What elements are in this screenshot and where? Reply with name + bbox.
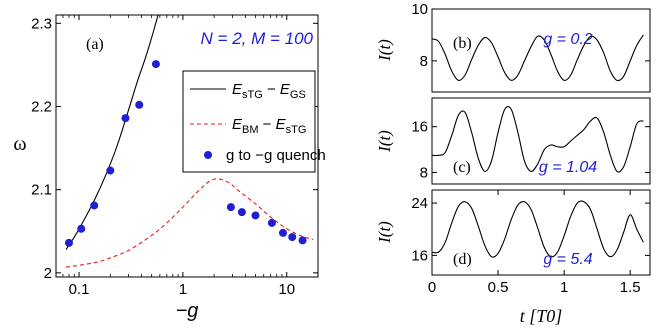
panel-a-xtick-label: 0.1 xyxy=(69,281,90,298)
panel-a-data-point xyxy=(298,236,307,245)
panel-b-annotation: g = 0.2 xyxy=(543,31,592,48)
panel-d-ytick-label: 16 xyxy=(411,247,428,264)
panel-a-data-point xyxy=(288,233,297,242)
panel-a-xtick-label: 1 xyxy=(179,281,187,298)
panel-d-ytick-label: 24 xyxy=(411,195,428,212)
panel-a-ytick-label: 2.2 xyxy=(31,98,52,115)
panel-a-data-point xyxy=(121,114,130,123)
panel-a-ytick-label: 2 xyxy=(44,265,52,282)
panel-a-data-point xyxy=(226,203,235,212)
panel-a-data-point xyxy=(135,100,144,109)
panel-a-ytick-label: 2.3 xyxy=(31,15,52,32)
panel-b-plot-area xyxy=(432,34,644,82)
panel-a-data-point xyxy=(251,211,260,220)
panel-d-series-line-0 xyxy=(432,200,644,258)
panel-d-xtick-label: 0.5 xyxy=(488,279,509,296)
panel-d: 16 24 0 0.5 1 1.5 (d) g = 5.4 I(t) t [T0] xyxy=(375,189,651,326)
legend-label-quench: g to −g quench xyxy=(226,147,326,164)
panel-d-xtick-label: 1.5 xyxy=(620,279,641,296)
panel-a-data-point xyxy=(278,228,287,237)
panel-a-plot-area xyxy=(64,15,314,268)
panel-a-data-point xyxy=(267,218,276,227)
panel-a-ytick-label: 2.1 xyxy=(31,182,52,199)
panel-d-xlabel: t [T0] xyxy=(520,306,563,326)
panel-a-data-point xyxy=(151,60,160,69)
panel-a-label: (a) xyxy=(86,36,104,53)
panel-a-legend: EsTG − EGS EBM − EsTG g to −g quench xyxy=(182,70,326,173)
panel-b-frame xyxy=(431,8,651,93)
legend-marker-quench xyxy=(204,151,212,159)
panel-a-data-point xyxy=(237,208,246,217)
panel-a-data-point xyxy=(106,166,115,175)
panel-d-axes: 16 24 0 0.5 1 1.5 xyxy=(411,190,650,296)
panel-d-frame xyxy=(431,189,651,276)
panel-d-label: (d) xyxy=(453,251,472,268)
panel-c-label: (c) xyxy=(453,159,471,176)
panel-c-ylabel: I(t) xyxy=(375,130,394,153)
panel-a-series-line-1 xyxy=(65,178,314,268)
panel-d-plot-area xyxy=(432,200,644,258)
panel-c-plot-area xyxy=(432,106,644,173)
panel-b-ytick-label: 8 xyxy=(420,53,428,70)
panel-c-axes: 8 16 xyxy=(411,119,650,182)
panel-b-ylabel: I(t) xyxy=(375,39,394,62)
panel-b: 8 10 (b) g = 0.2 I(t) xyxy=(375,1,651,93)
panel-a-xlabel: −g xyxy=(176,300,199,322)
panel-d-annotation: g = 5.4 xyxy=(543,251,592,268)
panel-b-series-line-0 xyxy=(432,34,644,82)
panel-b-label: (b) xyxy=(453,35,472,52)
panel-c-ytick-label: 8 xyxy=(420,165,428,182)
panel-c-series-line-0 xyxy=(432,106,644,173)
panel-a-data-point xyxy=(77,224,86,233)
panel-a-data-point xyxy=(90,201,99,210)
panel-c-ytick-label: 16 xyxy=(411,119,428,136)
panel-d-xtick-label: 0 xyxy=(428,279,436,296)
panel-a-xtick-label: 10 xyxy=(278,281,295,298)
panel-a-ylabel: ω xyxy=(13,133,26,155)
panel-a: 2 2.1 2.2 2.3 0.1 1 10 (a) N = 2, M = 100 ω −g… xyxy=(13,14,326,322)
panel-a-annotation: N = 2, M = 100 xyxy=(201,29,314,48)
panel-c: 8 16 (c) g = 1.04 I(t) xyxy=(375,97,651,185)
legend-label-sTG-GS: EsTG − EGS xyxy=(232,81,306,101)
panel-a-series-line-0 xyxy=(65,15,159,250)
panel-c-annotation: g = 1.04 xyxy=(539,159,597,176)
panel-a-data-point xyxy=(64,238,73,247)
panel-b-ytick-label: 10 xyxy=(411,1,428,18)
panel-c-frame xyxy=(431,97,651,185)
panel-b-axes: 8 10 xyxy=(411,1,650,70)
panel-d-ylabel: I(t) xyxy=(375,221,394,244)
panel-a-frame xyxy=(55,14,319,278)
panel-d-xtick-label: 1 xyxy=(560,279,568,296)
legend-label-BM-sTG: EBM − EsTG xyxy=(232,116,306,136)
panel-a-axes: 2 2.1 2.2 2.3 0.1 1 10 xyxy=(31,15,319,298)
